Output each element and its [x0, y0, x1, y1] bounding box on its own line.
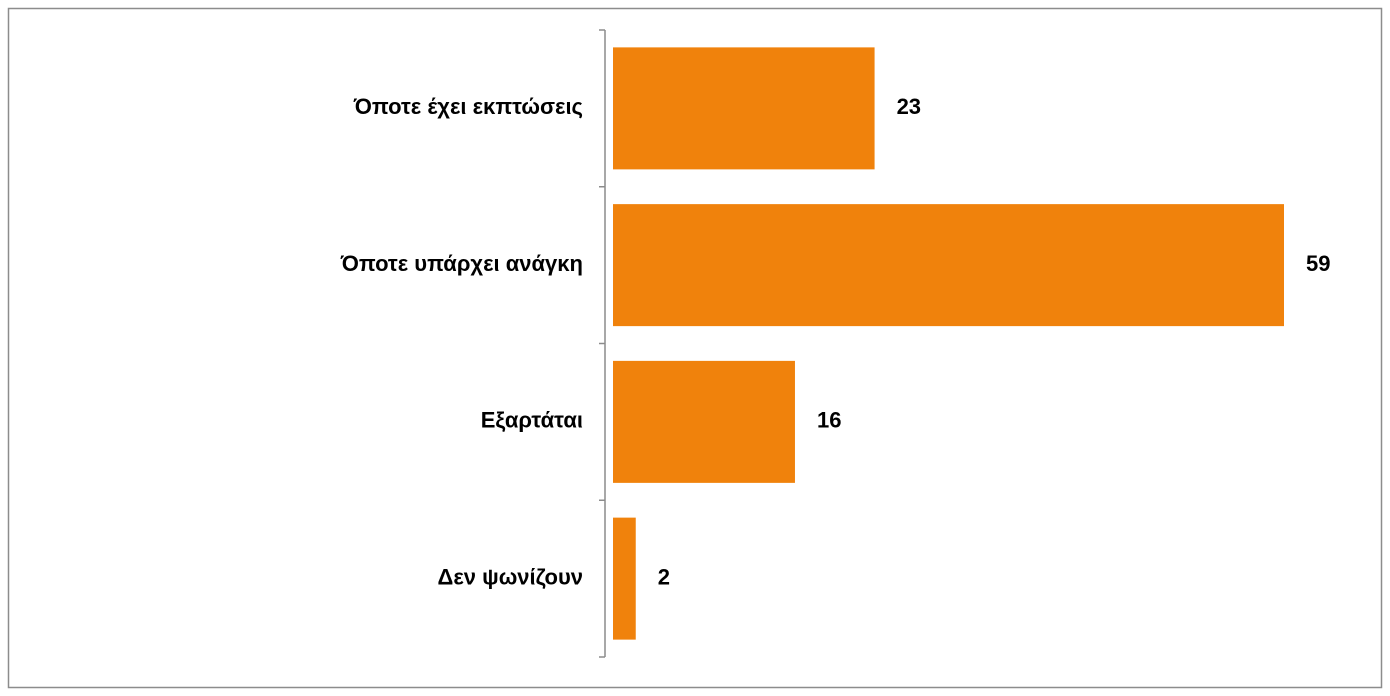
bar — [613, 47, 875, 170]
category-label: Εξαρτάται — [481, 408, 583, 433]
category-label: Όποτε έχει εκπτώσεις — [353, 94, 583, 119]
value-label: 2 — [658, 564, 670, 589]
category-label: Δεν ψωνίζουν — [438, 564, 583, 589]
bar — [613, 204, 1284, 327]
bar — [613, 517, 636, 640]
category-label: Όποτε υπάρχει ανάγκη — [340, 251, 583, 276]
bar — [613, 360, 795, 483]
value-label: 16 — [817, 408, 841, 433]
value-label: 59 — [1306, 251, 1330, 276]
value-label: 23 — [897, 94, 921, 119]
